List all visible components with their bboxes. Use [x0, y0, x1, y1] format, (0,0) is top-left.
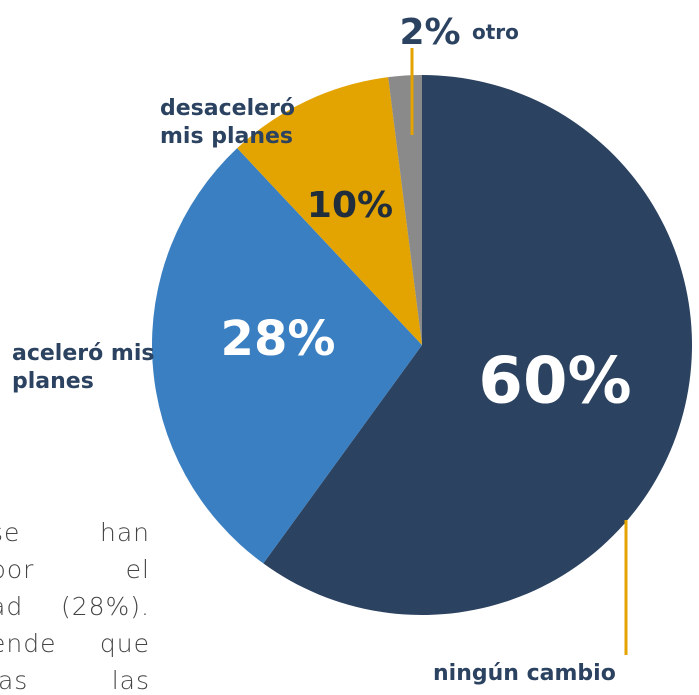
- slice: [263, 75, 693, 616]
- category-label: aceleró mis planes: [12, 341, 155, 394]
- category-label: desaceleró mis planes: [160, 96, 295, 149]
- background-text: se han: [0, 518, 150, 547]
- category-label: otro: [472, 20, 519, 44]
- slice: [152, 148, 422, 564]
- value-label: 10%: [307, 185, 393, 226]
- value-label: 28%: [221, 311, 336, 367]
- value-label: 2%: [399, 12, 460, 53]
- category-label: ningún cambio: [433, 661, 616, 686]
- value-label: 60%: [478, 345, 631, 419]
- background-text: ende que: [0, 629, 150, 658]
- slice: [388, 75, 422, 345]
- background-text: ias las: [0, 666, 150, 695]
- background-text: por el: [0, 555, 150, 584]
- background-text: ad (28%).: [0, 592, 150, 621]
- slice: [237, 77, 422, 345]
